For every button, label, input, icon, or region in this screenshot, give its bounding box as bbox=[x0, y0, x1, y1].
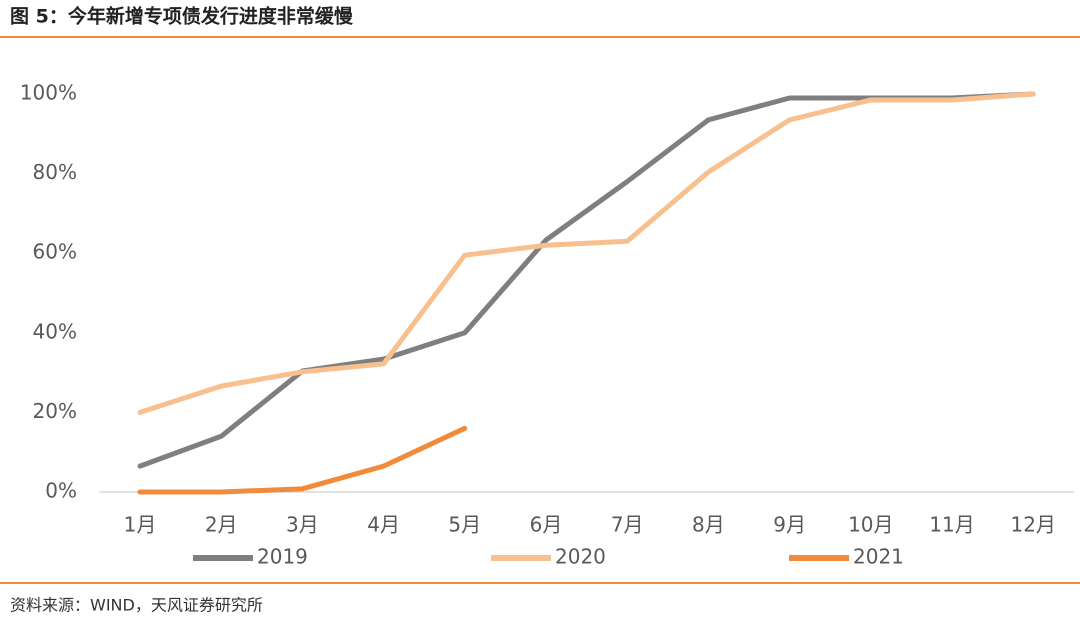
y-tick-label: 40% bbox=[33, 319, 77, 343]
x-tick-label: 4月 bbox=[367, 513, 400, 537]
y-tick-label: 100% bbox=[20, 81, 77, 105]
x-tick-label: 2月 bbox=[205, 513, 238, 537]
legend-label: 2019 bbox=[257, 545, 308, 569]
chart-title: 图 5：今年新增专项债发行进度非常缓慢 bbox=[10, 5, 354, 28]
series-line bbox=[137, 91, 1036, 469]
legend-label: 2020 bbox=[555, 545, 606, 569]
x-tick-label: 12月 bbox=[1010, 513, 1055, 537]
y-tick-label: 60% bbox=[33, 240, 77, 264]
x-tick-label: 7月 bbox=[611, 513, 644, 537]
x-tick-label: 5月 bbox=[448, 513, 481, 537]
x-tick-label: 11月 bbox=[929, 513, 974, 537]
y-tick-label: 80% bbox=[33, 160, 77, 184]
x-tick-label: 8月 bbox=[692, 513, 725, 537]
source: 资料来源：WIND，天风证券研究所 bbox=[10, 596, 263, 615]
series-line bbox=[137, 91, 1036, 415]
x-tick-label: 6月 bbox=[530, 513, 563, 537]
y-tick-label: 0% bbox=[45, 479, 77, 503]
y-tick-label: 20% bbox=[33, 399, 77, 423]
x-tick-label: 9月 bbox=[773, 513, 806, 537]
x-tick-label: 1月 bbox=[124, 513, 157, 537]
series-line bbox=[137, 425, 468, 495]
legend-label: 2021 bbox=[853, 545, 904, 569]
x-tick-label: 10月 bbox=[848, 513, 893, 537]
x-tick-label: 3月 bbox=[286, 513, 319, 537]
